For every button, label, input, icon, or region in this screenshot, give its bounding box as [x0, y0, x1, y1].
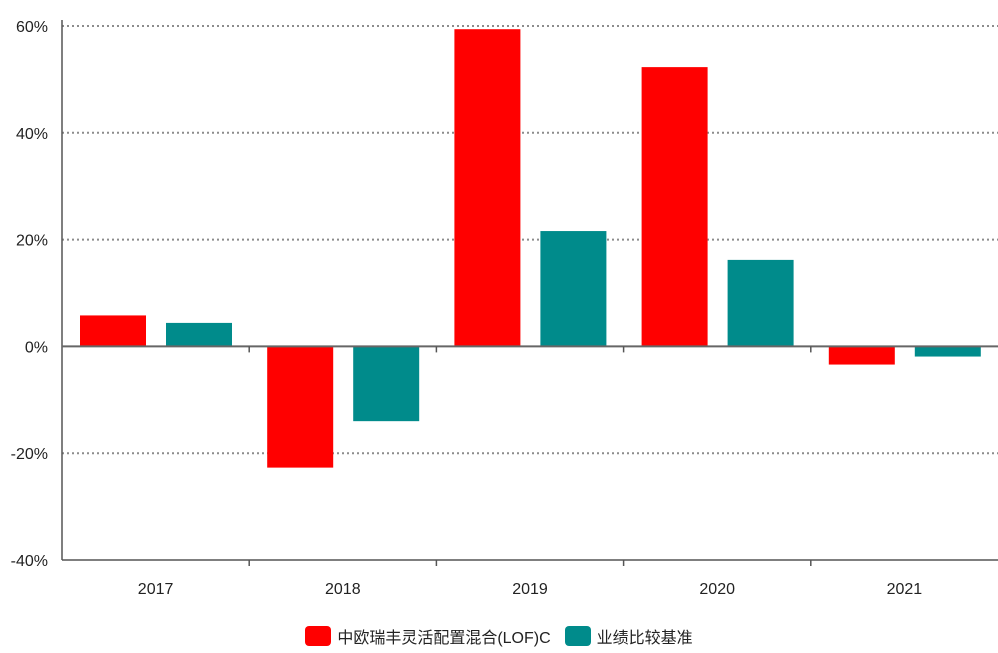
- legend-label-benchmark: 业绩比较基准: [596, 630, 693, 647]
- y-tick-label: 40%: [16, 126, 48, 143]
- legend-label-fund: 中欧瑞丰灵活配置混合(LOF)C: [337, 630, 551, 647]
- legend: 中欧瑞丰灵活配置混合(LOF)C 业绩比较基准: [0, 622, 998, 650]
- y-tick-label: 0%: [25, 339, 48, 356]
- axes: [61, 20, 998, 566]
- bar-fund-2019: [454, 29, 521, 347]
- y-tick-label: 20%: [16, 233, 48, 250]
- legend-item-benchmark: 业绩比较基准: [564, 624, 693, 648]
- bars: [80, 29, 981, 468]
- bar-benchmark-2021: [914, 346, 981, 357]
- bar-benchmark-2017: [166, 322, 232, 347]
- y-axis-ticks: 60% 40% 20% 0% -20% -40%: [11, 19, 48, 570]
- legend-swatch-fund: [305, 626, 332, 646]
- x-tick-label: 2020: [699, 581, 735, 598]
- bar-fund-2017: [80, 315, 146, 347]
- y-tick-label: -20%: [11, 446, 48, 463]
- y-tick-label: -40%: [11, 553, 48, 570]
- legend-item-fund: 中欧瑞丰灵活配置混合(LOF)C: [305, 624, 551, 648]
- bar-benchmark-2020: [727, 259, 794, 347]
- bar-benchmark-2018: [353, 346, 420, 422]
- bar-fund-2021: [828, 346, 895, 365]
- x-tick-label: 2019: [512, 581, 548, 598]
- bar-benchmark-2019: [540, 231, 607, 347]
- y-tick-label: 60%: [16, 19, 48, 36]
- x-axis-ticks: 2017 2018 2019 2020 2021: [138, 581, 922, 598]
- x-tick-label: 2018: [325, 581, 361, 598]
- gridlines: [62, 25, 998, 455]
- x-tick-label: 2017: [138, 581, 174, 598]
- bar-fund-2020: [641, 67, 708, 347]
- x-tick-label: 2021: [887, 581, 923, 598]
- bar-chart: 60% 40% 20% 0% -20% -40% 2017 2018 2019 2020 2021: [11, 19, 998, 598]
- legend-swatch-benchmark: [564, 626, 591, 646]
- bar-fund-2018: [267, 346, 334, 468]
